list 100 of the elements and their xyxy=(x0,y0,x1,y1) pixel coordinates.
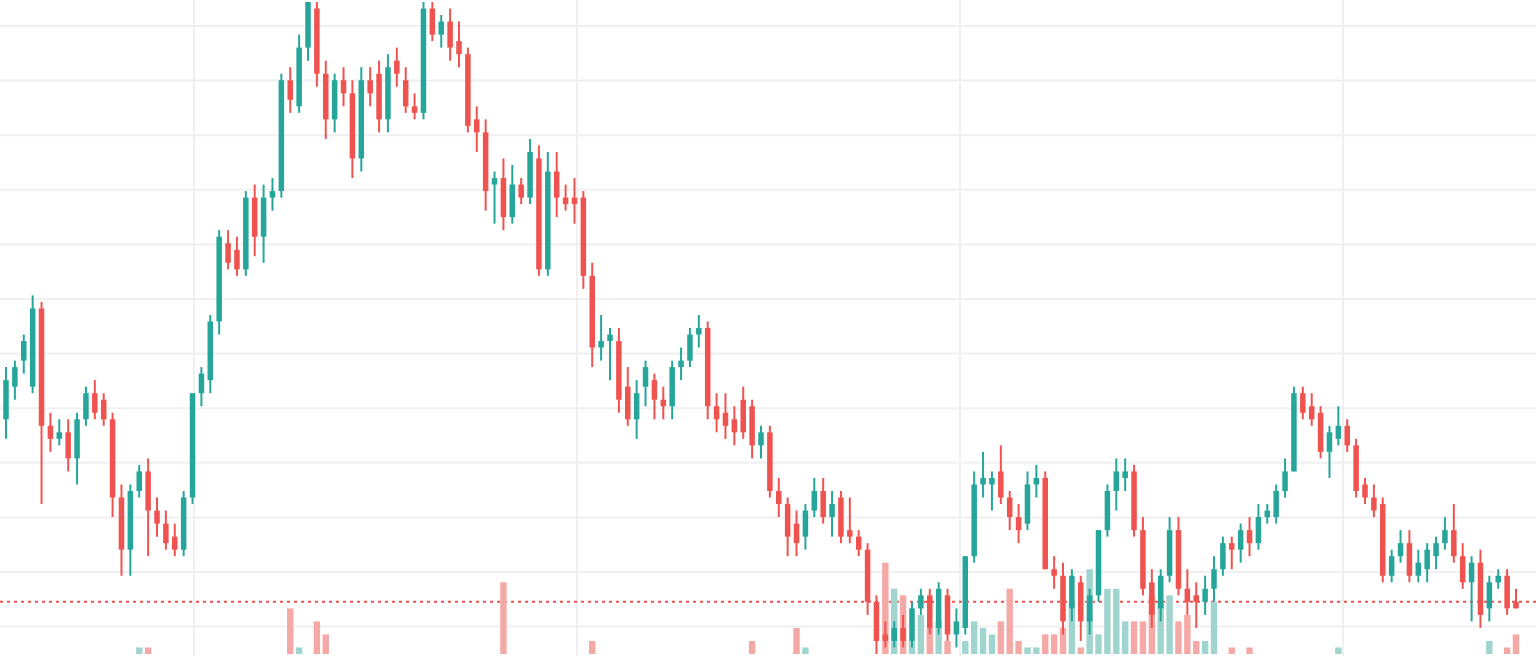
bar xyxy=(1335,647,1342,654)
candlestick xyxy=(1113,457,1120,512)
candlestick xyxy=(1255,503,1262,551)
candlestick xyxy=(553,150,560,219)
bar xyxy=(500,582,507,654)
bar xyxy=(1246,647,1253,654)
candlestick xyxy=(394,46,400,88)
candlestick xyxy=(731,405,738,447)
bar xyxy=(1130,621,1138,654)
candlestick xyxy=(1406,529,1413,584)
candlestick xyxy=(820,476,826,525)
candlestick xyxy=(1273,483,1279,525)
candlestick xyxy=(518,177,524,206)
candlestick xyxy=(1335,405,1342,447)
candlestick xyxy=(829,490,835,538)
candlestick xyxy=(1051,555,1057,590)
candlestick xyxy=(323,59,329,140)
candlestick xyxy=(251,183,258,258)
candlestick xyxy=(500,157,507,232)
candlestick xyxy=(145,457,151,558)
bar xyxy=(1139,621,1147,654)
candlestick xyxy=(1202,574,1208,616)
candlestick xyxy=(722,392,729,440)
bar xyxy=(313,621,321,654)
candlestick xyxy=(687,327,693,369)
bar xyxy=(1077,647,1084,654)
bar xyxy=(144,647,152,654)
bar xyxy=(1228,647,1235,654)
candlestick xyxy=(83,385,89,427)
candlestick xyxy=(1237,522,1244,564)
candlestick xyxy=(1451,503,1457,564)
candlestick xyxy=(74,411,80,486)
candlestick xyxy=(438,14,444,49)
candlestick xyxy=(1442,516,1448,551)
candlestick xyxy=(340,66,347,108)
candlestick xyxy=(642,359,649,408)
bar xyxy=(802,647,809,654)
candlestick xyxy=(136,463,142,499)
candlestick xyxy=(669,359,675,421)
candlestick xyxy=(260,183,267,264)
candlestick xyxy=(802,503,809,551)
candlestick xyxy=(1220,535,1226,577)
candlestick xyxy=(305,1,311,62)
candlestick xyxy=(402,66,409,114)
candlestick xyxy=(1015,503,1022,545)
candlestick xyxy=(411,92,418,121)
candlestick xyxy=(47,411,54,453)
candlestick xyxy=(1308,392,1315,427)
candlestick xyxy=(713,392,720,434)
candlestick xyxy=(1495,568,1501,590)
bar xyxy=(979,627,987,654)
candlestick xyxy=(1024,470,1031,532)
candlestick xyxy=(1415,548,1422,584)
bar xyxy=(1512,634,1520,654)
candlestick xyxy=(1344,418,1350,453)
candlestick xyxy=(1246,516,1253,558)
candlestick xyxy=(598,313,604,362)
bar xyxy=(748,640,756,654)
candlestick xyxy=(1326,424,1333,479)
bar xyxy=(589,640,596,654)
candlestick xyxy=(758,424,764,460)
bar xyxy=(1042,634,1049,654)
candlestick xyxy=(1459,542,1466,590)
candlestick xyxy=(1104,483,1111,538)
bar xyxy=(295,647,303,654)
candlestick xyxy=(1229,535,1235,571)
candlestick xyxy=(651,372,658,421)
bar xyxy=(287,608,294,654)
candlestick xyxy=(269,177,276,212)
candlestick xyxy=(429,1,436,43)
bar xyxy=(793,627,800,654)
candlestick xyxy=(287,66,293,114)
bar xyxy=(970,621,978,654)
candlestick xyxy=(784,496,791,558)
candlestick xyxy=(1388,548,1395,584)
candlestick xyxy=(491,170,498,225)
candlestick xyxy=(92,379,98,421)
bar xyxy=(944,640,951,654)
candlestick xyxy=(331,72,338,134)
candlestick xyxy=(696,313,702,349)
candlestick xyxy=(998,444,1004,506)
bar xyxy=(1486,640,1493,654)
candlestick xyxy=(1300,385,1306,421)
bar xyxy=(136,647,143,654)
candlestick xyxy=(56,418,63,447)
bar xyxy=(1050,634,1058,654)
candlestick xyxy=(811,476,818,519)
candlestick xyxy=(1282,457,1288,499)
candlestick xyxy=(776,476,782,519)
candlestick xyxy=(1166,516,1173,584)
candlestick xyxy=(607,327,613,382)
candlestick xyxy=(65,418,71,473)
candlestick xyxy=(953,607,960,649)
bar xyxy=(988,634,996,654)
candlestick xyxy=(882,620,889,649)
bar xyxy=(1166,595,1173,654)
candlestick xyxy=(154,496,160,538)
candlestick xyxy=(678,346,684,382)
candlestick xyxy=(1317,405,1324,460)
candlestick xyxy=(1486,574,1493,623)
